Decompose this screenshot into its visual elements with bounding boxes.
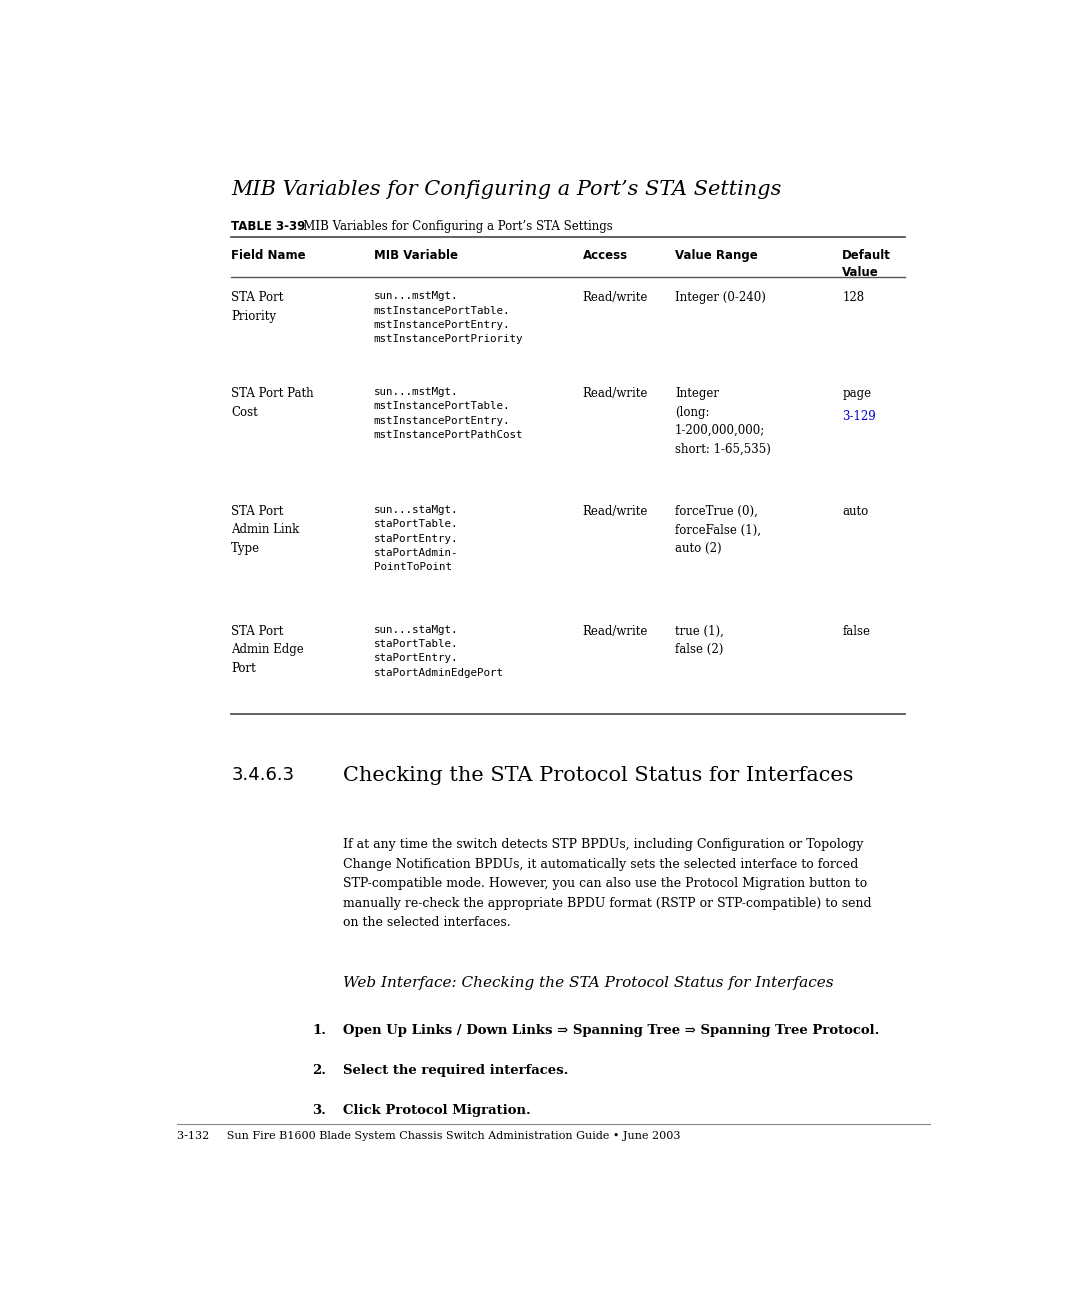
Text: STA Port
Admin Edge
Port: STA Port Admin Edge Port	[231, 625, 303, 674]
Text: forceTrue (0),
forceFalse (1),
auto (2): forceTrue (0), forceFalse (1), auto (2)	[675, 505, 761, 555]
Text: 3.4.6.3: 3.4.6.3	[231, 766, 295, 784]
Text: Integer (0-240): Integer (0-240)	[675, 292, 766, 305]
Text: STA Port
Priority: STA Port Priority	[231, 292, 284, 323]
Text: sun...staMgt.
staPortTable.
staPortEntry.
staPortAdminEdgePort: sun...staMgt. staPortTable. staPortEntry…	[374, 625, 503, 678]
Text: Checking the STA Protocol Status for Interfaces: Checking the STA Protocol Status for Int…	[342, 766, 853, 785]
Text: auto: auto	[842, 505, 868, 518]
Text: Field Name: Field Name	[231, 249, 306, 262]
Text: 2.: 2.	[312, 1064, 326, 1077]
Text: Default
Value: Default Value	[842, 249, 891, 280]
Text: STA Port
Admin Link
Type: STA Port Admin Link Type	[231, 505, 299, 555]
Text: TABLE 3-39: TABLE 3-39	[231, 220, 306, 233]
Text: Open Up Links / Down Links ⇒ Spanning Tree ⇒ Spanning Tree Protocol.: Open Up Links / Down Links ⇒ Spanning Tr…	[342, 1024, 879, 1037]
Text: Click Protocol Migration.: Click Protocol Migration.	[342, 1103, 530, 1117]
Text: 3.: 3.	[312, 1103, 326, 1117]
Text: 1.: 1.	[312, 1024, 326, 1037]
Text: sun...mstMgt.
mstInstancePortTable.
mstInstancePortEntry.
mstInstancePortPriorit: sun...mstMgt. mstInstancePortTable. mstI…	[374, 292, 523, 345]
Text: Value Range: Value Range	[675, 249, 757, 262]
Text: MIB Variable: MIB Variable	[374, 249, 458, 262]
Text: sun...mstMgt.
mstInstancePortTable.
mstInstancePortEntry.
mstInstancePortPathCos: sun...mstMgt. mstInstancePortTable. mstI…	[374, 388, 523, 441]
Text: Read/write: Read/write	[583, 625, 648, 638]
Text: Web Interface: Checking the STA Protocol Status for Interfaces: Web Interface: Checking the STA Protocol…	[342, 976, 833, 990]
Text: 3-132     Sun Fire B1600 Blade System Chassis Switch Administration Guide • June: 3-132 Sun Fire B1600 Blade System Chassi…	[177, 1131, 680, 1142]
Text: If at any time the switch detects STP BPDUs, including Configuration or Topology: If at any time the switch detects STP BP…	[342, 839, 872, 929]
Text: MIB Variables for Configuring a Port’s STA Settings: MIB Variables for Configuring a Port’s S…	[293, 220, 613, 233]
Text: Access: Access	[583, 249, 627, 262]
Text: page: page	[842, 388, 872, 400]
Text: 3-129: 3-129	[842, 410, 876, 422]
Text: Read/write: Read/write	[583, 388, 648, 400]
Text: 128: 128	[842, 292, 864, 305]
Text: Read/write: Read/write	[583, 292, 648, 305]
Text: Read/write: Read/write	[583, 505, 648, 518]
Text: false: false	[842, 625, 870, 638]
Text: Select the required interfaces.: Select the required interfaces.	[342, 1064, 568, 1077]
Text: true (1),
false (2): true (1), false (2)	[675, 625, 724, 656]
Text: STA Port Path
Cost: STA Port Path Cost	[231, 388, 314, 419]
Text: sun...staMgt.
staPortTable.
staPortEntry.
staPortAdmin-
PointToPoint: sun...staMgt. staPortTable. staPortEntry…	[374, 505, 458, 573]
Text: MIB Variables for Configuring a Port’s STA Settings: MIB Variables for Configuring a Port’s S…	[231, 180, 782, 200]
Text: Integer
(long:
1-200,000,000;
short: 1-65,535): Integer (long: 1-200,000,000; short: 1-6…	[675, 388, 771, 455]
